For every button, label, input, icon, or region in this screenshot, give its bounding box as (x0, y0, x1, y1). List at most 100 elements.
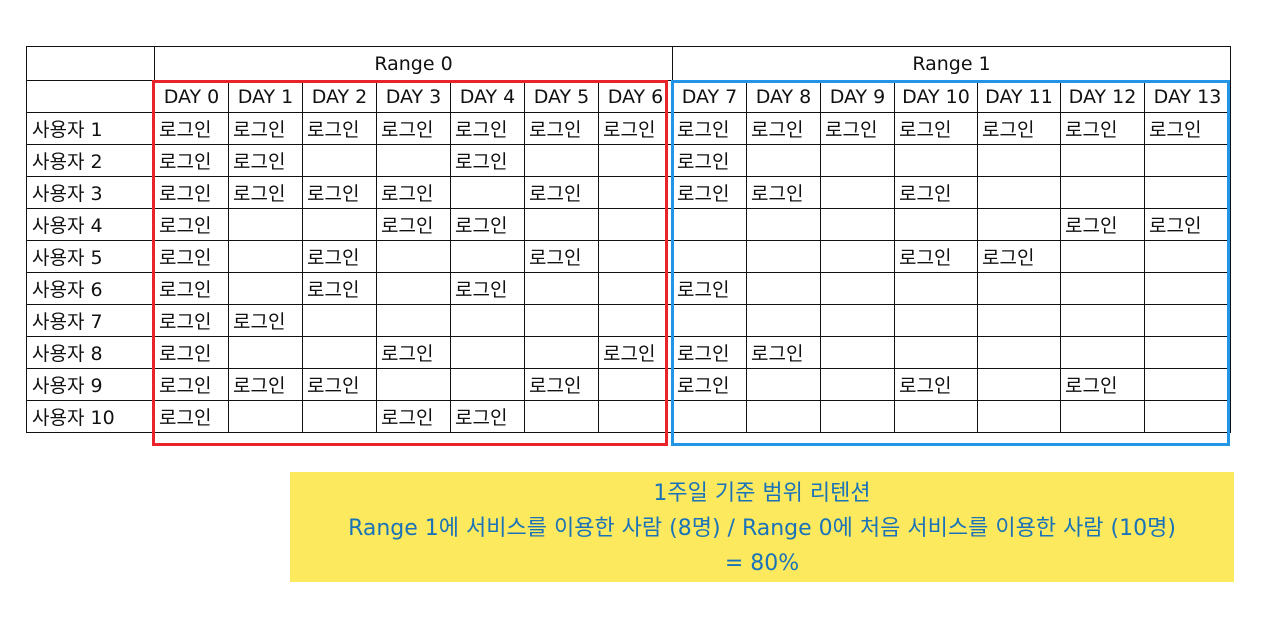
login-cell (524, 272, 599, 305)
login-cell (1060, 144, 1145, 177)
retention-note: 1주일 기준 범위 리텐션 Range 1에 서비스를 이용한 사람 (8명) … (290, 472, 1234, 582)
user-name-cell: 사용자 7 (26, 304, 155, 337)
login-cell: 로그인 (1060, 368, 1145, 401)
login-cell: 로그인 (154, 368, 229, 401)
login-cell (672, 240, 747, 273)
range-1-header: Range 1 (672, 46, 1231, 81)
login-cell (598, 368, 673, 401)
login-cell (820, 176, 895, 209)
login-cell: 로그인 (894, 368, 978, 401)
day-header: DAY 0 (154, 80, 229, 113)
login-cell: 로그인 (746, 336, 821, 369)
user-name-cell: 사용자 3 (26, 176, 155, 209)
login-cell (598, 208, 673, 241)
login-cell: 로그인 (450, 208, 525, 241)
login-cell: 로그인 (524, 112, 599, 145)
day-header: DAY 11 (977, 80, 1061, 113)
login-cell: 로그인 (672, 368, 747, 401)
login-cell: 로그인 (450, 144, 525, 177)
login-cell (598, 240, 673, 273)
login-cell (598, 304, 673, 337)
day-header: DAY 1 (228, 80, 303, 113)
day-header: DAY 10 (894, 80, 978, 113)
login-cell (524, 144, 599, 177)
login-cell: 로그인 (820, 112, 895, 145)
note-result: = 80% (724, 551, 800, 576)
login-cell: 로그인 (154, 144, 229, 177)
user-name-cell: 사용자 6 (26, 272, 155, 305)
login-cell: 로그인 (524, 368, 599, 401)
login-cell (977, 368, 1061, 401)
login-cell (302, 208, 377, 241)
login-cell (1060, 240, 1145, 273)
login-cell: 로그인 (746, 112, 821, 145)
login-cell (977, 144, 1061, 177)
login-cell: 로그인 (894, 112, 978, 145)
login-cell (1144, 368, 1231, 401)
login-cell: 로그인 (228, 176, 303, 209)
table-row: 사용자 10 로그인 로그인 로그인 (26, 400, 1231, 433)
login-cell: 로그인 (302, 368, 377, 401)
login-cell (524, 304, 599, 337)
user-name-cell: 사용자 10 (26, 400, 155, 433)
login-cell (746, 368, 821, 401)
login-cell (746, 400, 821, 433)
login-cell: 로그인 (376, 336, 451, 369)
login-cell: 로그인 (524, 176, 599, 209)
login-cell (450, 368, 525, 401)
login-cell (820, 144, 895, 177)
login-cell (894, 304, 978, 337)
day-header: DAY 13 (1144, 80, 1231, 113)
login-cell (746, 144, 821, 177)
corner-cell (26, 80, 155, 113)
login-cell: 로그인 (154, 112, 229, 145)
login-cell: 로그인 (302, 272, 377, 305)
login-cell (1060, 176, 1145, 209)
login-cell (820, 400, 895, 433)
login-cell: 로그인 (672, 144, 747, 177)
login-cell (820, 368, 895, 401)
login-cell: 로그인 (228, 304, 303, 337)
login-cell (746, 272, 821, 305)
login-cell: 로그인 (376, 112, 451, 145)
range-0-header: Range 0 (154, 46, 673, 81)
login-cell (1144, 400, 1231, 433)
login-cell (228, 272, 303, 305)
day-header: DAY 5 (524, 80, 599, 113)
login-cell (524, 208, 599, 241)
table-row: 사용자 8 로그인 로그인 로그인 로그인 로그인 (26, 336, 1231, 369)
login-cell (672, 208, 747, 241)
day-header: DAY 4 (450, 80, 525, 113)
day-header: DAY 8 (746, 80, 821, 113)
login-cell: 로그인 (894, 240, 978, 273)
login-cell: 로그인 (228, 112, 303, 145)
login-cell (376, 144, 451, 177)
table-row: 사용자 7 로그인 로그인 (26, 304, 1231, 337)
login-cell (228, 208, 303, 241)
login-cell: 로그인 (524, 240, 599, 273)
login-cell (376, 368, 451, 401)
login-cell: 로그인 (154, 304, 229, 337)
login-cell (228, 336, 303, 369)
user-name-cell: 사용자 2 (26, 144, 155, 177)
table-row: 사용자 1 로그인 로그인 로그인 로그인 로그인 로그인 로그인 로그인 로그인 로그인 로그인 로그… (26, 112, 1231, 145)
login-cell (894, 400, 978, 433)
login-cell (450, 304, 525, 337)
login-cell: 로그인 (154, 400, 229, 433)
login-cell (302, 336, 377, 369)
table-row: 사용자 5 로그인 로그인 로그인 로그인 로그인 (26, 240, 1231, 273)
login-cell (820, 272, 895, 305)
login-cell (977, 400, 1061, 433)
login-cell: 로그인 (1144, 208, 1231, 241)
login-cell (820, 336, 895, 369)
user-name-cell: 사용자 4 (26, 208, 155, 241)
login-cell: 로그인 (746, 176, 821, 209)
login-cell: 로그인 (450, 400, 525, 433)
login-cell (746, 304, 821, 337)
login-cell (894, 272, 978, 305)
login-cell (1060, 336, 1145, 369)
login-cell (1144, 272, 1231, 305)
day-header: DAY 2 (302, 80, 377, 113)
day-header: DAY 12 (1060, 80, 1145, 113)
